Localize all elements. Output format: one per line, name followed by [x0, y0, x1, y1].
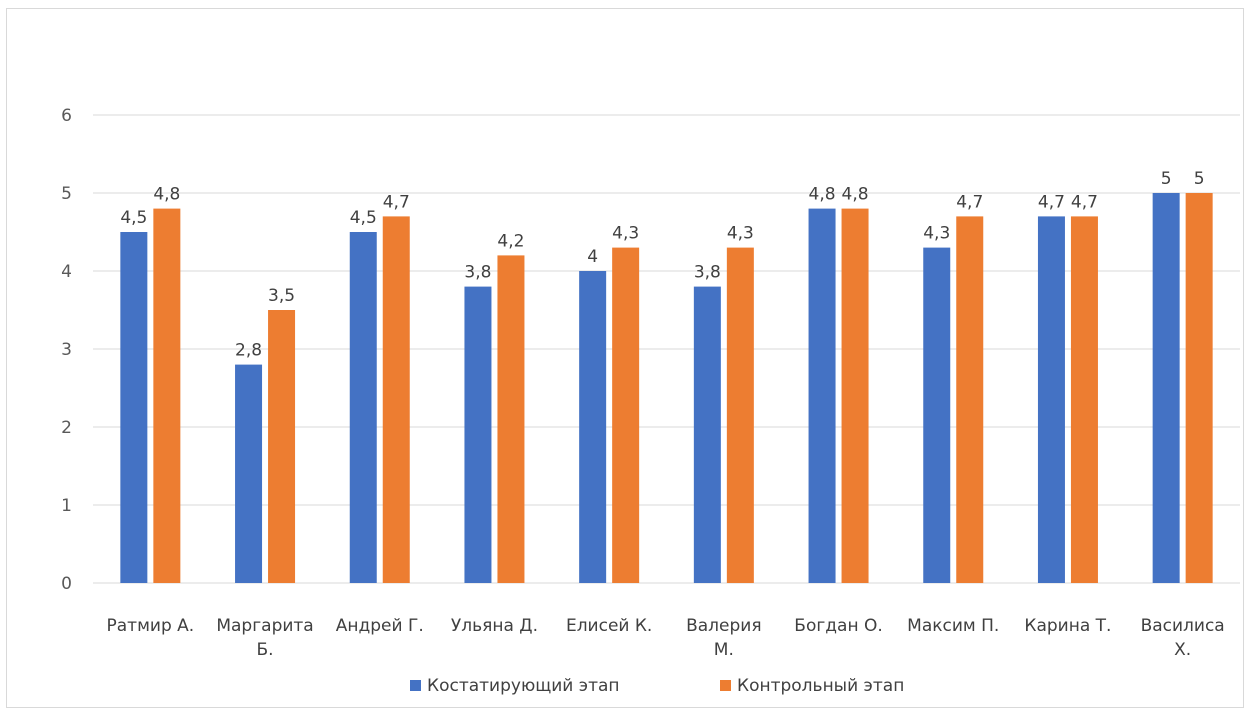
- bar: [1037, 216, 1065, 583]
- category-label: Богдан О.: [794, 616, 882, 636]
- y-tick-label: 6: [61, 106, 72, 126]
- bar: [956, 216, 984, 583]
- y-tick-label: 1: [61, 496, 72, 516]
- bar: [693, 286, 721, 583]
- category-label: Валерия: [686, 616, 761, 636]
- legend-swatch: [720, 680, 731, 691]
- data-label: 4,7: [383, 192, 410, 212]
- category-label: Ратмир А.: [107, 616, 195, 636]
- bar: [808, 208, 836, 583]
- bar: [1185, 193, 1213, 583]
- bar: [120, 232, 148, 583]
- category-label: Андрей Г.: [336, 616, 424, 636]
- category-label: Маргарита: [216, 616, 313, 636]
- bar: [235, 364, 263, 583]
- data-label: 3,5: [268, 286, 295, 306]
- data-label: 4,2: [497, 231, 524, 251]
- data-label: 4,8: [153, 185, 180, 205]
- bar: [612, 247, 640, 583]
- data-label: 4,7: [956, 192, 983, 212]
- bar: [923, 247, 951, 583]
- category-label: Б.: [257, 640, 274, 660]
- data-label: 4,8: [809, 185, 836, 205]
- y-tick-label: 3: [61, 340, 72, 360]
- data-label: 3,8: [464, 263, 491, 283]
- data-label: 4: [587, 247, 598, 267]
- data-label: 4,3: [727, 224, 754, 244]
- bar: [726, 247, 754, 583]
- bar: [497, 255, 525, 583]
- y-tick-label: 4: [61, 262, 72, 282]
- data-label: 4,7: [1071, 192, 1098, 212]
- y-tick-label: 2: [61, 418, 72, 438]
- category-label: Василиса: [1141, 616, 1225, 636]
- data-label: 4,3: [612, 224, 639, 244]
- y-tick-label: 5: [61, 184, 72, 204]
- category-label: Ульяна Д.: [451, 616, 538, 636]
- category-label: М.: [714, 640, 734, 660]
- data-label: 4,5: [120, 208, 147, 228]
- data-label: 5: [1194, 169, 1205, 189]
- legend-label: Костатирующий этап: [427, 676, 620, 696]
- category-label: Х.: [1174, 640, 1191, 660]
- bar: [349, 232, 377, 583]
- legend-swatch: [410, 680, 421, 691]
- bar: [841, 208, 869, 583]
- category-label: Елисей К.: [566, 616, 652, 636]
- data-label: 2,8: [235, 341, 262, 361]
- y-tick-label: 0: [61, 574, 72, 594]
- data-label: 4,3: [923, 224, 950, 244]
- data-label: 4,8: [842, 185, 869, 205]
- data-label: 3,8: [694, 263, 721, 283]
- bar: [579, 271, 607, 583]
- category-label: Карина Т.: [1024, 616, 1111, 636]
- bar: [153, 208, 181, 583]
- bar: [382, 216, 410, 583]
- data-label: 4,5: [350, 208, 377, 228]
- category-label: Максим П.: [907, 616, 999, 636]
- bar: [1152, 193, 1180, 583]
- bar: [1070, 216, 1098, 583]
- data-label: 4,7: [1038, 192, 1065, 212]
- bar: [464, 286, 492, 583]
- legend-label: Контрольный этап: [737, 676, 904, 696]
- bar: [268, 310, 296, 583]
- data-label: 5: [1161, 169, 1172, 189]
